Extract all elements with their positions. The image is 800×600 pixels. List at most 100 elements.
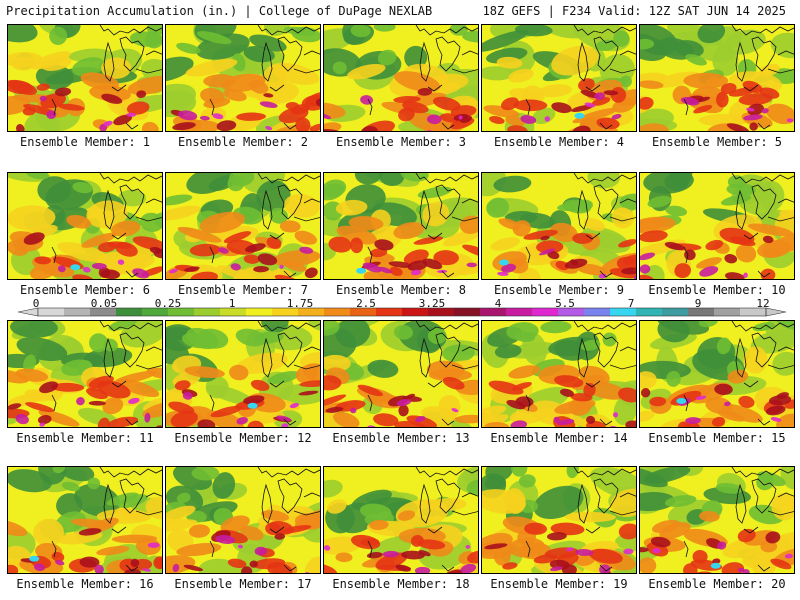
colorbar-tick-label: 12 (756, 297, 770, 310)
ensemble-member-label: Ensemble Member: 16 (16, 577, 154, 591)
great-lakes-outline (367, 321, 478, 426)
colorbar-swatch (350, 308, 377, 316)
precip-colorbar (17, 307, 787, 317)
colorbar-tick-label: 7 (627, 297, 635, 310)
colorbar-tick-label: 3.25 (418, 297, 446, 310)
precip-field (324, 321, 478, 427)
great-lakes-outline (683, 467, 794, 572)
precip-field (324, 467, 478, 573)
colorbar-swatch (246, 308, 273, 316)
precip-field (640, 467, 794, 573)
precip-field (482, 25, 636, 131)
model-run-info: 18Z GEFS | F234 Valid: 12Z SAT JUN 14 20… (482, 4, 786, 18)
ensemble-member-label: Ensemble Member: 5 (651, 135, 783, 149)
great-lakes-outline (525, 321, 636, 426)
colorbar-swatch (480, 308, 507, 316)
precip-field (482, 173, 636, 279)
precip-field (324, 25, 478, 131)
ensemble-member-label: Ensemble Member: 15 (648, 431, 786, 445)
great-lakes-outline (525, 173, 636, 278)
great-lakes-outline (367, 25, 478, 130)
ensemble-member-map (323, 320, 479, 428)
precip-field (166, 467, 320, 573)
colorbar-swatch (610, 308, 637, 316)
ensemble-member-map (7, 466, 163, 574)
colorbar-swatch (220, 308, 247, 316)
ensemble-member-map (165, 24, 321, 132)
precip-field (482, 467, 636, 573)
ensemble-member-label: Ensemble Member: 1 (19, 135, 151, 149)
great-lakes-outline (209, 467, 320, 572)
ensemble-member-label: Ensemble Member: 2 (177, 135, 309, 149)
colorbar-swatch (558, 308, 585, 316)
colorbar-swatch (116, 308, 143, 316)
ensemble-member-label: Ensemble Member: 6 (19, 283, 151, 297)
colorbar-swatch (64, 308, 91, 316)
colorbar-swatch (142, 308, 169, 316)
ensemble-member-map (323, 466, 479, 574)
ensemble-member-map (481, 320, 637, 428)
colorbar-swatch (662, 308, 689, 316)
ensemble-member-label: Ensemble Member: 7 (177, 283, 309, 297)
colorbar-swatch (194, 308, 221, 316)
great-lakes-outline (367, 467, 478, 572)
great-lakes-outline (367, 173, 478, 278)
great-lakes-outline (51, 467, 162, 572)
colorbar-swatch (584, 308, 611, 316)
colorbar-swatch (168, 308, 195, 316)
colorbar-tick-label: 0 (32, 297, 40, 310)
colorbar-swatch (428, 308, 455, 316)
ensemble-member-map (639, 172, 795, 280)
colorbar-swatch (506, 308, 533, 316)
colorbar-swatch (688, 308, 715, 316)
colorbar-swatch (402, 308, 429, 316)
ensemble-member-label: Ensemble Member: 19 (490, 577, 628, 591)
great-lakes-outline (51, 321, 162, 426)
colorbar-tick-label: 1 (228, 297, 236, 310)
great-lakes-outline (209, 173, 320, 278)
colorbar-swatch (38, 308, 65, 316)
ensemble-member-label: Ensemble Member: 18 (332, 577, 470, 591)
colorbar-frame (37, 307, 767, 317)
precip-field (166, 25, 320, 131)
great-lakes-outline (209, 321, 320, 426)
great-lakes-outline (525, 467, 636, 572)
colorbar-swatch (532, 308, 559, 316)
ensemble-member-map (165, 172, 321, 280)
colorbar-swatch (740, 308, 767, 316)
ensemble-member-map (639, 320, 795, 428)
ensemble-member-map (481, 24, 637, 132)
colorbar-swatch (272, 308, 299, 316)
ensemble-member-map (323, 24, 479, 132)
ensemble-member-label: Ensemble Member: 11 (16, 431, 154, 445)
precip-field (166, 173, 320, 279)
great-lakes-outline (683, 173, 794, 278)
precip-field (166, 321, 320, 427)
colorbar-tick-label: 0.05 (90, 297, 118, 310)
ensemble-member-label: Ensemble Member: 13 (332, 431, 470, 445)
colorbar-tick-label: 2.5 (356, 297, 376, 310)
precip-field (640, 321, 794, 427)
colorbar-swatch (714, 308, 741, 316)
ensemble-member-map (7, 24, 163, 132)
ensemble-member-label: Ensemble Member: 10 (648, 283, 786, 297)
ensemble-member-map (481, 466, 637, 574)
precip-field (8, 173, 162, 279)
great-lakes-outline (51, 173, 162, 278)
ensemble-member-label: Ensemble Member: 3 (335, 135, 467, 149)
colorbar-tick-label: 4 (494, 297, 502, 310)
map-title: Precipitation Accumulation (in.) | Colle… (6, 4, 433, 18)
precip-field (640, 25, 794, 131)
colorbar-swatch (454, 308, 481, 316)
ensemble-member-map (7, 172, 163, 280)
ensemble-member-map (165, 320, 321, 428)
ensemble-member-label: Ensemble Member: 4 (493, 135, 625, 149)
great-lakes-outline (683, 321, 794, 426)
great-lakes-outline (525, 25, 636, 130)
ensemble-member-map (639, 24, 795, 132)
great-lakes-outline (51, 25, 162, 130)
colorbar-tick-label: 9 (694, 297, 702, 310)
colorbar-tick-label: 5.5 (555, 297, 575, 310)
ensemble-member-label: Ensemble Member: 14 (490, 431, 628, 445)
ensemble-member-map (323, 172, 479, 280)
